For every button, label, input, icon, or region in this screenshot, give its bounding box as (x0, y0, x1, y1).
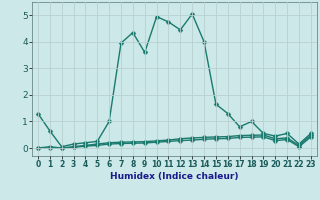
X-axis label: Humidex (Indice chaleur): Humidex (Indice chaleur) (110, 172, 239, 181)
